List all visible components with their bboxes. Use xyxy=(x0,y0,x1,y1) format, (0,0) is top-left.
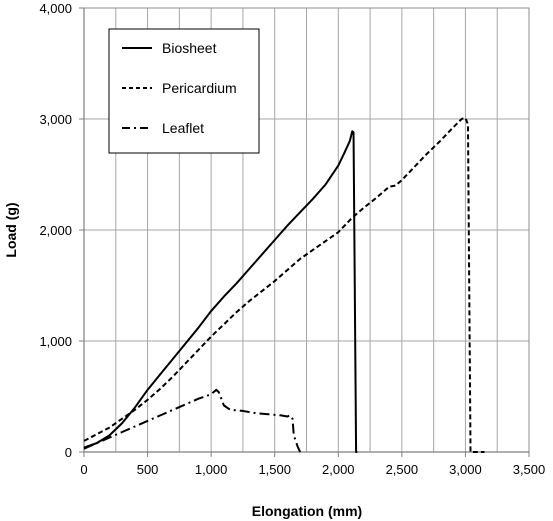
x-tick-label: 500 xyxy=(137,462,159,477)
x-tick-label: 1,000 xyxy=(195,462,228,477)
x-tick-label: 1,500 xyxy=(258,462,291,477)
x-tick-label: 2,000 xyxy=(322,462,355,477)
series-layer xyxy=(83,116,485,453)
legend-label-leaflet: Leaflet xyxy=(162,120,204,136)
series-line-biosheet xyxy=(83,130,358,453)
x-tick-label: 3,500 xyxy=(513,462,546,477)
legend-box xyxy=(108,28,260,154)
y-tick-label: 4,000 xyxy=(39,1,72,16)
y-tick-label: 3,000 xyxy=(39,112,72,127)
axes-layer: 0 500 1,000 1,500 2,000 2,500 3,000 3,500 0 1,000… xyxy=(39,1,545,477)
y-axis-title: Load (g) xyxy=(3,202,19,257)
x-tick-label: 3,000 xyxy=(449,462,482,477)
y-tick-label: 1,000 xyxy=(39,334,72,349)
series-line-pericardium xyxy=(83,116,485,453)
y-tick-label: 0 xyxy=(65,445,72,460)
x-tick-label: 2,500 xyxy=(386,462,419,477)
x-tick-label: 0 xyxy=(80,462,87,477)
x-axis-title: Elongation (mm) xyxy=(252,503,362,519)
legend: Biosheet Pericardium Leaflet xyxy=(108,28,260,154)
legend-label-pericardium: Pericardium xyxy=(162,80,237,96)
y-tick-label: 2,000 xyxy=(39,223,72,238)
series-line-leaflet xyxy=(83,388,302,453)
legend-label-biosheet: Biosheet xyxy=(162,40,217,56)
